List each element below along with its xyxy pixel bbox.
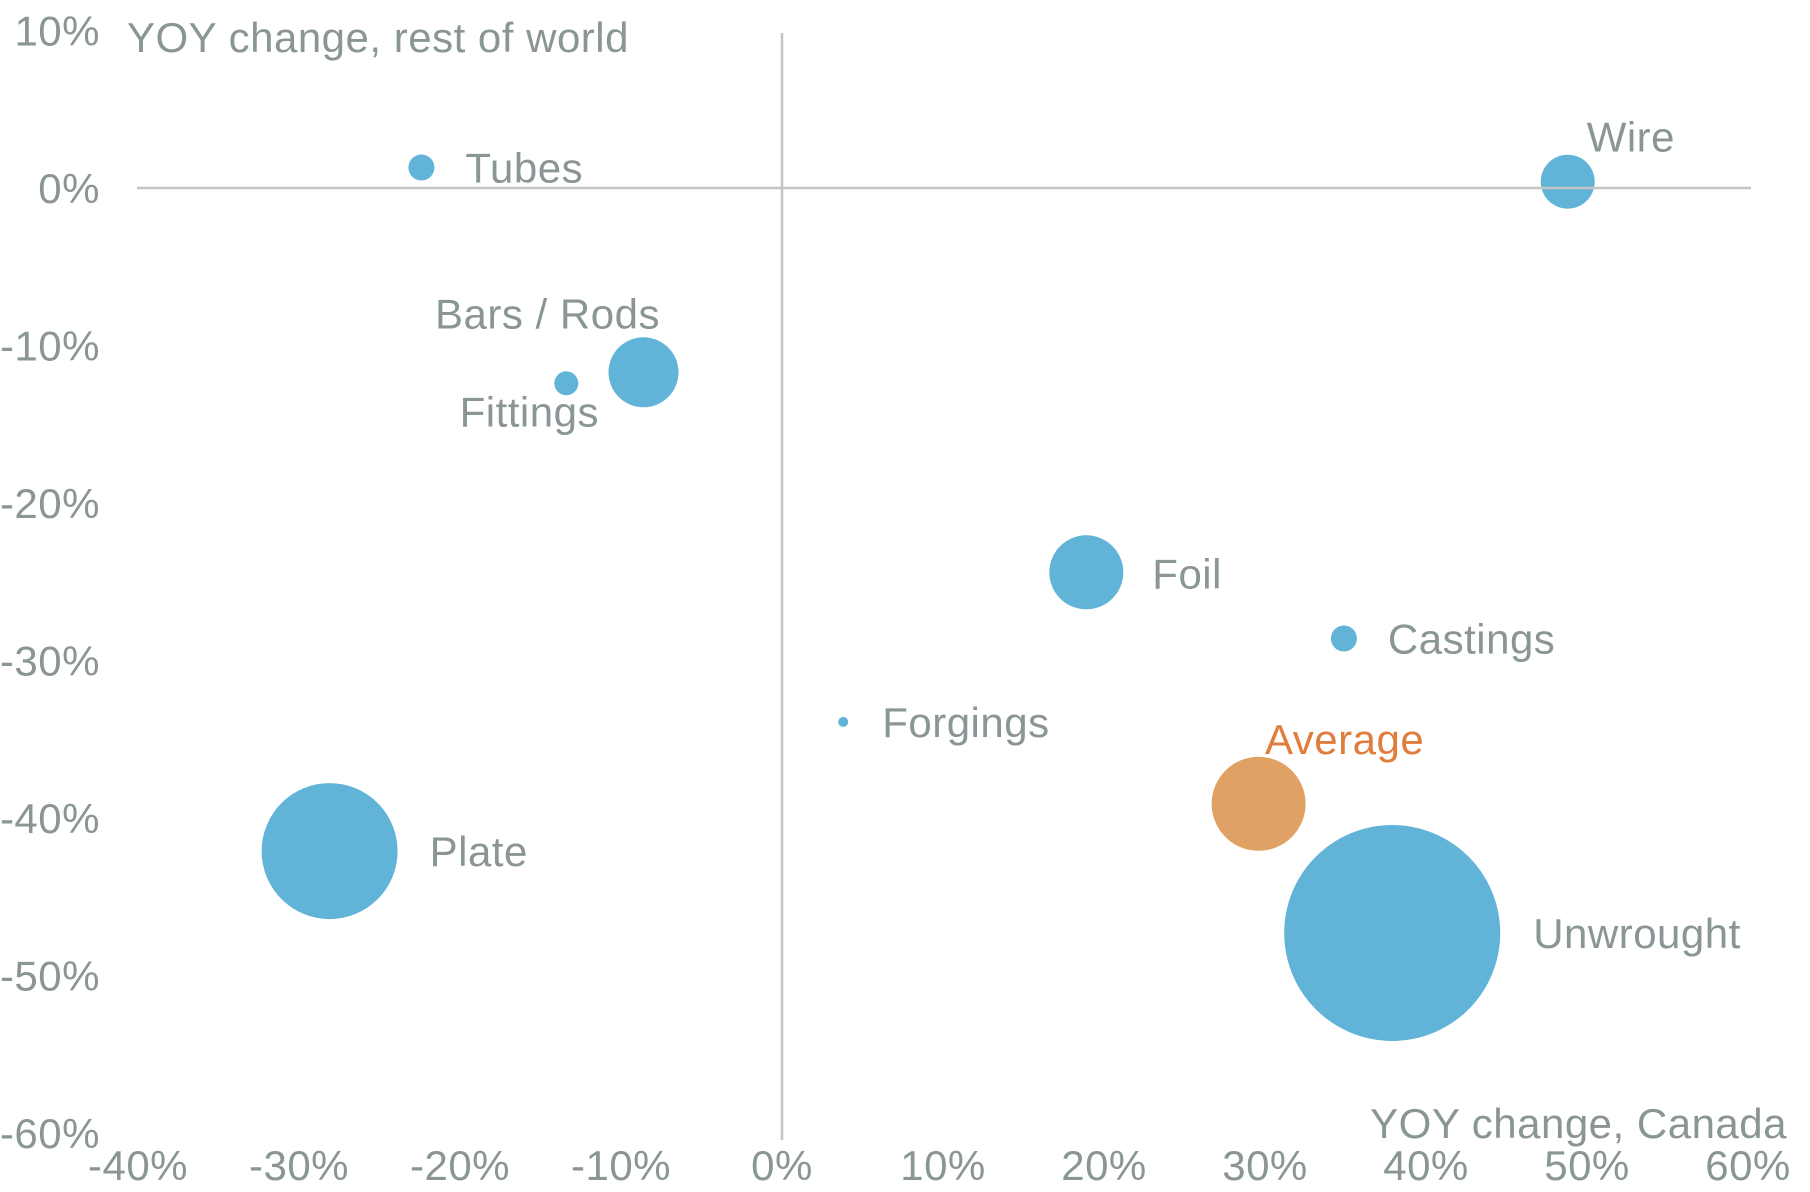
- bubble-label-unwrought: Unwrought: [1533, 910, 1741, 957]
- x-tick-label: 30%: [1222, 1142, 1308, 1189]
- x-tick-label: -40%: [88, 1142, 188, 1189]
- bubble-label-bars-rods: Bars / Rods: [435, 290, 660, 337]
- y-tick-label: -40%: [0, 795, 100, 842]
- x-tick-label: 20%: [1061, 1142, 1147, 1189]
- x-tick-label: -30%: [249, 1142, 349, 1189]
- bubble-castings: [1330, 625, 1357, 652]
- x-axis-title: YOY change, Canada: [1370, 1100, 1787, 1147]
- bubble-average: [1211, 756, 1306, 851]
- bubble-label-average: Average: [1265, 716, 1424, 763]
- bubble-label-fittings: Fittings: [460, 388, 599, 435]
- y-tick-label: -50%: [0, 953, 100, 1000]
- x-tick-label: 10%: [900, 1142, 986, 1189]
- bubble-fittings: [554, 371, 579, 396]
- bubble-plate: [261, 783, 398, 920]
- bubble-label-tubes: Tubes: [465, 145, 583, 192]
- bubble-tubes: [408, 154, 435, 181]
- y-tick-label: -20%: [0, 480, 100, 527]
- y-tick-label: 0%: [38, 165, 100, 212]
- bubble-bars-rods: [608, 337, 679, 408]
- bubble-label-foil: Foil: [1152, 550, 1222, 597]
- x-tick-label: -20%: [410, 1142, 510, 1189]
- x-tick-label: -10%: [571, 1142, 671, 1189]
- x-tick-label: 60%: [1705, 1142, 1791, 1189]
- bubble-foil: [1049, 535, 1124, 610]
- bubble-label-forgings: Forgings: [882, 699, 1049, 746]
- y-tick-label: -30%: [0, 638, 100, 685]
- y-tick-label: -60%: [0, 1110, 100, 1157]
- x-tick-label: 50%: [1544, 1142, 1630, 1189]
- x-tick-label: 0%: [751, 1142, 813, 1189]
- bubble-forgings: [838, 716, 849, 727]
- bubble-unwrought: [1284, 825, 1501, 1041]
- y-tick-label: -10%: [0, 323, 100, 370]
- bubble-label-wire: Wire: [1587, 114, 1675, 161]
- bubble-label-castings: Castings: [1388, 616, 1555, 663]
- y-tick-label: 10%: [14, 8, 100, 55]
- bubble-label-plate: Plate: [430, 828, 528, 875]
- x-tick-label: 40%: [1383, 1142, 1469, 1189]
- y-axis-title: YOY change, rest of world: [127, 14, 629, 61]
- bubble-wire: [1540, 154, 1595, 209]
